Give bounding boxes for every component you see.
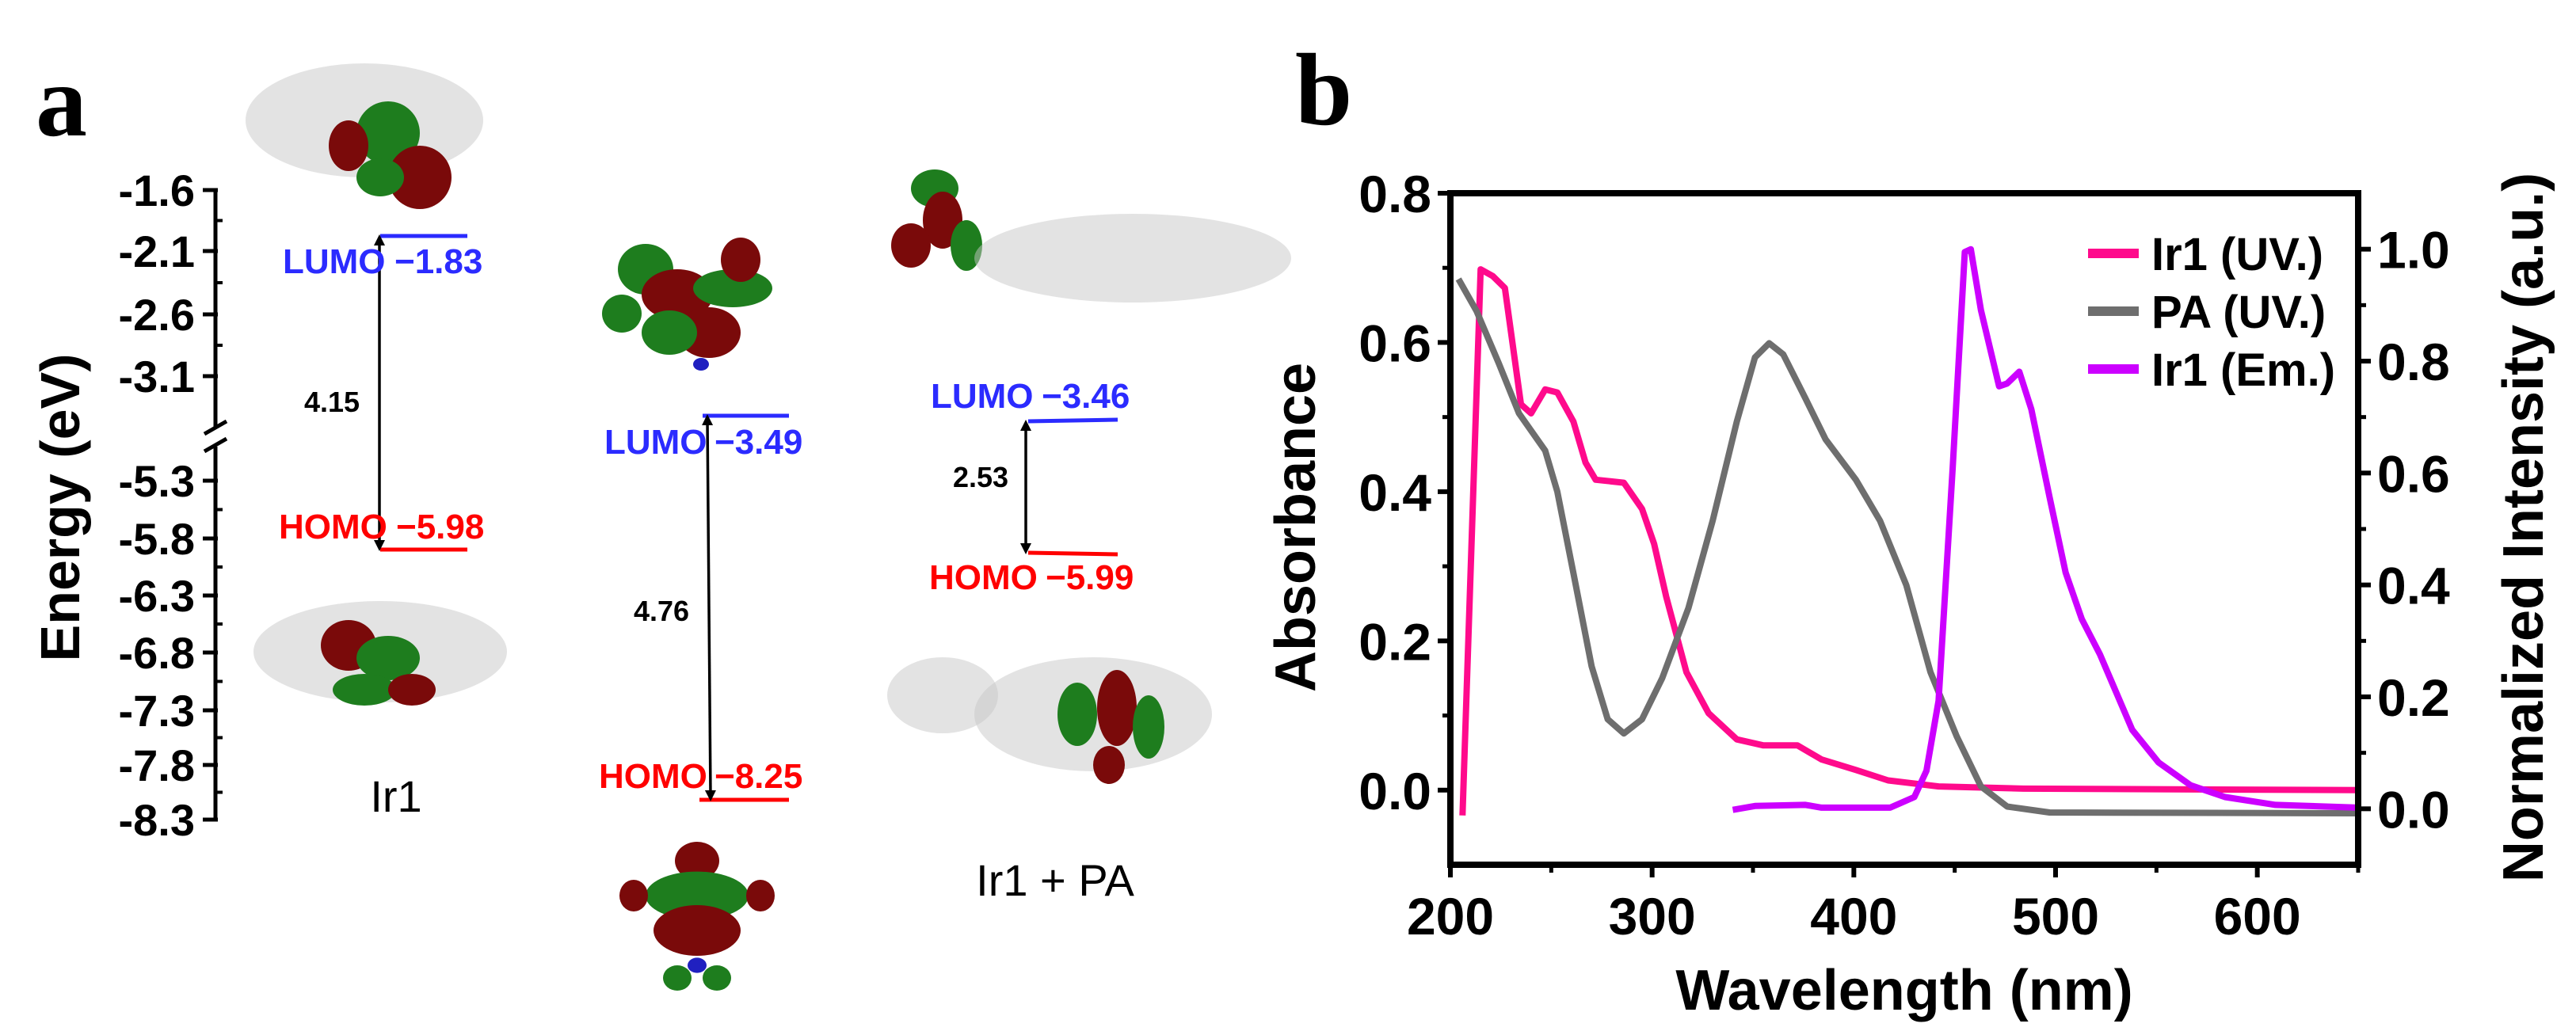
homo-value: −5.99 — [1046, 558, 1134, 597]
levels-pa: LUMO −3.49 HOMO −8.25 4.76 — [599, 413, 802, 802]
energy-tick-label: -6.3 — [119, 571, 196, 621]
molecule-image-pa-lumo — [602, 238, 772, 371]
energy-axis: -1.6 -2.1 -2.6 -3.1 -5.3 -5.8 -6.3 -6.8 -7.3-7.8… — [119, 166, 228, 845]
homo-level — [1027, 550, 1118, 557]
gap-arrow — [702, 414, 716, 801]
homo-label: HOMO — [279, 508, 387, 546]
homo-label: HOMO — [599, 757, 707, 796]
y-tick-label: 0.0 — [1358, 762, 1431, 820]
molecule-image-ir1-lumo — [246, 63, 483, 209]
y-tick-label: 0.6 — [1358, 314, 1431, 372]
y-tick-label: 0.4 — [1358, 463, 1431, 522]
y-axis-title: Absorbance — [1264, 363, 1328, 692]
energy-tick-label: -7.3 — [119, 686, 196, 736]
energy-tick-label: -5.3 — [119, 456, 196, 506]
spectra-chart: 200 300 400 500 600 0.0 0.2 0.4 0.6 0.8 0.0 0.2 0.4 0… — [1358, 165, 2450, 946]
x-tick-label: 200 — [1407, 887, 1494, 946]
y-tick-label: 0.8 — [1358, 165, 1431, 223]
energy-axis-title: Energy (eV) — [29, 354, 91, 662]
x-tick-label: 600 — [2214, 887, 2301, 946]
x-tick-label: 300 — [1609, 887, 1696, 946]
panel-label-a: a — [36, 44, 87, 158]
levels-ir1-pa: LUMO −3.46 HOMO −5.99 2.53 Ir1 + PA — [929, 377, 1135, 905]
homo-label: HOMO — [929, 558, 1038, 597]
y-right-tick-label: 0.4 — [2377, 557, 2450, 615]
molecule-label: Ir1 + PA — [976, 855, 1134, 905]
gap-value: 4.15 — [304, 386, 360, 418]
axis-break-icon — [203, 419, 228, 454]
energy-tick-label: -1.6 — [119, 166, 196, 215]
lumo-value: −1.83 — [394, 242, 482, 281]
molecule-label: Ir1 — [370, 771, 421, 821]
lumo-label: LUMO — [283, 242, 386, 281]
y-right-tick-label: 0.8 — [2377, 333, 2450, 391]
homo-value: −8.25 — [714, 757, 802, 796]
energy-tick-label: -5.8 — [119, 514, 196, 564]
gap-value: 4.76 — [634, 595, 689, 627]
energy-tick-label: -7.8 — [119, 740, 196, 790]
energy-tick-label: -8.3 — [119, 795, 196, 845]
y-axis-right-title: Normalized Intensity (a.u.) — [2492, 173, 2555, 882]
legend-label: Ir1 (Em.) — [2151, 344, 2335, 396]
energy-tick-label: -3.1 — [119, 352, 196, 401]
series-line-2 — [1732, 245, 2359, 813]
gap-value: 2.53 — [953, 461, 1008, 493]
y-right-tick-label: 0.6 — [2377, 444, 2450, 503]
lumo-value: −3.46 — [1042, 377, 1130, 416]
series-line-0 — [1459, 266, 2361, 816]
legend: Ir1 (UV.) PA (UV.) Ir1 (Em.) — [2088, 229, 2335, 396]
lumo-label: LUMO — [604, 423, 707, 462]
energy-tick-label: -2.1 — [119, 226, 196, 276]
molecule-image-pa-homo — [619, 842, 775, 991]
x-axis-title: Wavelength (nm) — [1675, 959, 2132, 1022]
molecule-image-ir1pa-homo — [887, 657, 1212, 784]
energy-tick-label: -2.6 — [119, 290, 196, 340]
y-tick-label: 0.2 — [1358, 612, 1431, 671]
y-right-tick-label: 0.0 — [2377, 780, 2450, 839]
energy-tick-label: -6.8 — [119, 628, 196, 678]
panel-label-b: b — [1295, 33, 1352, 147]
legend-label: Ir1 (UV.) — [2151, 229, 2323, 280]
y-right-tick-label: 1.0 — [2377, 221, 2450, 280]
panel-a: a Energy (eV) -1.6 -2.1 -2.6 -3.1 -5.3 -5.8 -6… — [29, 44, 1291, 991]
legend-label: PA (UV.) — [2151, 287, 2326, 338]
levels-ir1: LUMO −1.83 HOMO −5.98 4.15 Ir1 — [279, 234, 484, 821]
y-right-tick-label: 0.2 — [2377, 668, 2450, 727]
panel-b: b 200 300 400 500 600 0.0 0.2 0.4 0.6 0.8 0.0 0.2 0.… — [1264, 33, 2555, 1022]
x-tick-label: 400 — [1810, 887, 1897, 946]
molecule-image-ir1-homo — [253, 601, 507, 706]
molecule-image-ir1pa-lumo — [891, 169, 1291, 303]
x-tick-label: 500 — [2012, 887, 2099, 946]
lumo-level — [1027, 417, 1118, 424]
lumo-value: −3.49 — [714, 423, 802, 462]
homo-value: −5.98 — [396, 508, 484, 546]
lumo-label: LUMO — [931, 377, 1034, 416]
